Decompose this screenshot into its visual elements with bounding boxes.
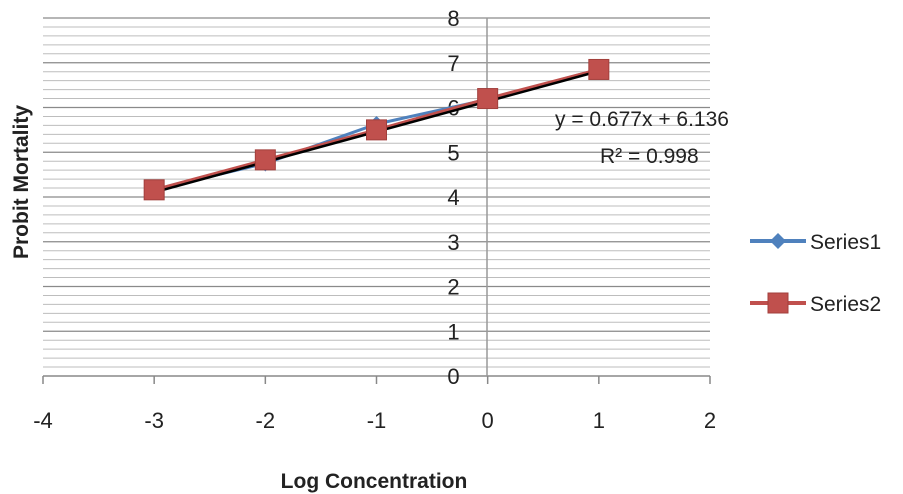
axes [42,18,711,384]
series2-point [477,88,499,110]
y-axis-title: Probit Mortality [10,105,33,259]
y-tick-label: 3 [447,230,459,255]
r-squared-annotation: R² = 0.998 [600,145,699,168]
x-axis-title: Log Concentration [281,470,468,493]
series2-point [366,119,387,141]
x-tick-label: -1 [367,408,387,433]
markers [143,58,610,201]
y-tick-label: 8 [447,6,459,31]
y-tick-label: 5 [447,140,459,165]
x-tick-label: -3 [144,408,164,433]
series2-point [254,149,276,171]
series2-point [143,179,165,201]
legend-label-series1: Series1 [810,231,881,254]
x-tick-label: -4 [33,408,53,433]
x-tick-label: 1 [593,408,605,433]
legend-marker-series1 [770,233,786,249]
y-tick-label: 1 [447,319,459,344]
y-tick-label: 7 [447,51,459,76]
x-tick-label: 2 [704,408,716,433]
y-tick-label: 4 [447,185,459,210]
legend-label-series2: Series2 [810,293,881,316]
x-tick-label: 0 [482,408,494,433]
equation-annotation: y = 0.677x + 6.136 [555,108,729,131]
y-tick-label: 0 [447,364,459,389]
legend: Series1 Series2 [750,231,881,316]
x-tick-label: -2 [256,408,276,433]
x-tick-labels: -4 -3 -2 -1 0 1 2 [33,408,716,433]
gridlines [43,17,710,368]
y-tick-label: 2 [447,275,459,300]
legend-marker-series2 [767,292,789,314]
series2-point [588,58,610,80]
